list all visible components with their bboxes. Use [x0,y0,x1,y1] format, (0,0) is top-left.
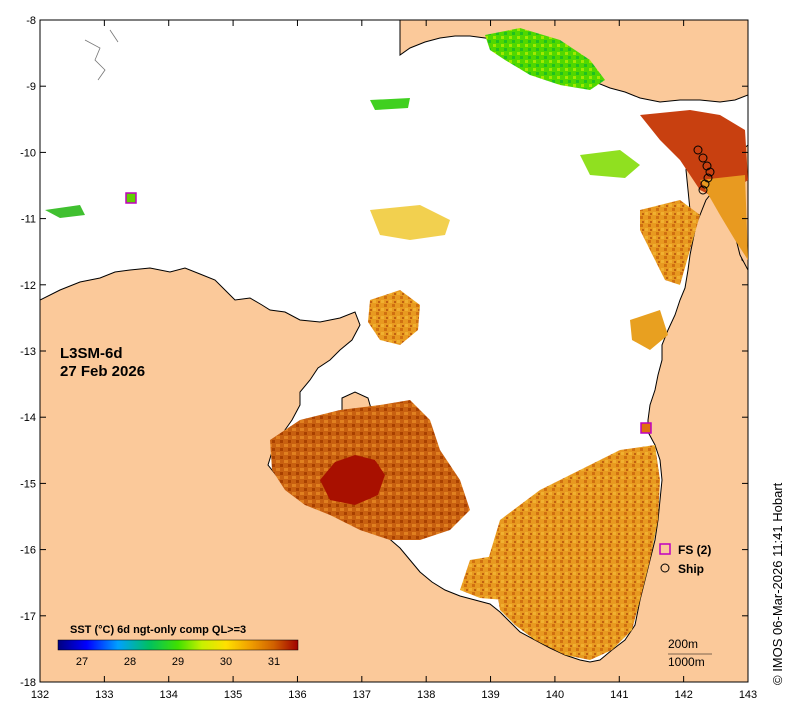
date-label: 27 Feb 2026 [60,363,145,380]
sst-data-layer [45,28,748,660]
lat-tick-label: -18 [20,677,36,689]
ship-legend-label: Ship [678,562,704,576]
lat-tick-label: -10 [20,147,36,159]
lat-tick-label: -12 [20,280,36,292]
lon-axis: 132 133 134 135 136 137 138 139 140 141 142 143 [31,20,757,701]
fs-legend-icon [659,543,671,555]
contour-1000m-label: 1000m [668,655,705,669]
lon-tick-label: 138 [417,689,435,701]
sst-patch-east2 [630,310,668,350]
colorbar: SST (°C) 6d ngt-only comp QL>=3 27 28 29 30… [57,624,299,668]
colorbar-tick-label: 31 [268,656,280,668]
lat-axis: -8 -9 -10 -11 -12 -13 -14 -15 -16 -17 -18 [20,15,748,689]
credit-text: © IMOS 06-Mar-2026 11:41 Hobart [770,482,785,685]
sst-patch-green-center [580,150,640,178]
lat-tick-label: -13 [20,346,36,358]
lon-tick-label: 135 [224,689,242,701]
sst-patch-green-w [45,205,85,218]
colorbar-gradient [57,639,299,651]
sst-patch-hot [320,455,385,505]
lon-tick-label: 142 [674,689,692,701]
contour-200m-label: 200m [668,637,698,651]
lon-tick-label: 140 [546,689,564,701]
colorbar-tick-label: 29 [172,656,184,668]
fs-legend-label: FS (2) [678,543,711,557]
lon-tick-label: 134 [160,689,178,701]
lat-tick-label: -17 [20,611,36,623]
colorbar-title: SST (°C) 6d ngt-only comp QL>=3 [70,624,246,636]
sst-patch-center [370,205,450,240]
colorbar-tick-label: 30 [220,656,232,668]
colorbar-tick-label: 27 [76,656,88,668]
lon-tick-label: 136 [288,689,306,701]
lat-tick-label: -15 [20,478,36,490]
ship-track [693,145,715,195]
ship-legend-icon [660,563,670,573]
sst-patch-ne-orange [700,175,748,260]
lat-tick-label: -8 [26,15,36,27]
sst-patch-east [640,200,700,285]
lon-tick-label: 141 [610,689,628,701]
land-arnhem-land [40,177,748,682]
colorbar-tick-label: 28 [124,656,136,668]
lon-tick-label: 133 [95,689,113,701]
legend: FS (2) Ship [659,543,711,576]
sst-patch-mid [368,290,420,345]
lon-tick-label: 132 [31,689,49,701]
lat-tick-label: -14 [20,412,36,424]
lat-tick-label: -11 [21,214,36,226]
lat-tick-label: -9 [26,81,36,93]
fs-marker-2 [640,422,652,434]
lon-tick-label: 143 [739,689,757,701]
sst-patch-ne [640,110,748,200]
sst-patch-gulf-south [460,555,510,600]
sst-patch-north-green [485,28,605,90]
lon-tick-label: 137 [353,689,371,701]
product-label: L3SM-6d [60,345,123,362]
sst-patch-green-n [370,98,410,110]
fs-marker-1 [125,192,137,204]
lat-tick-label: -16 [20,545,36,557]
sst-patch-gulf [488,445,660,660]
lon-tick-label: 139 [481,689,499,701]
contour-200m [84,29,119,81]
